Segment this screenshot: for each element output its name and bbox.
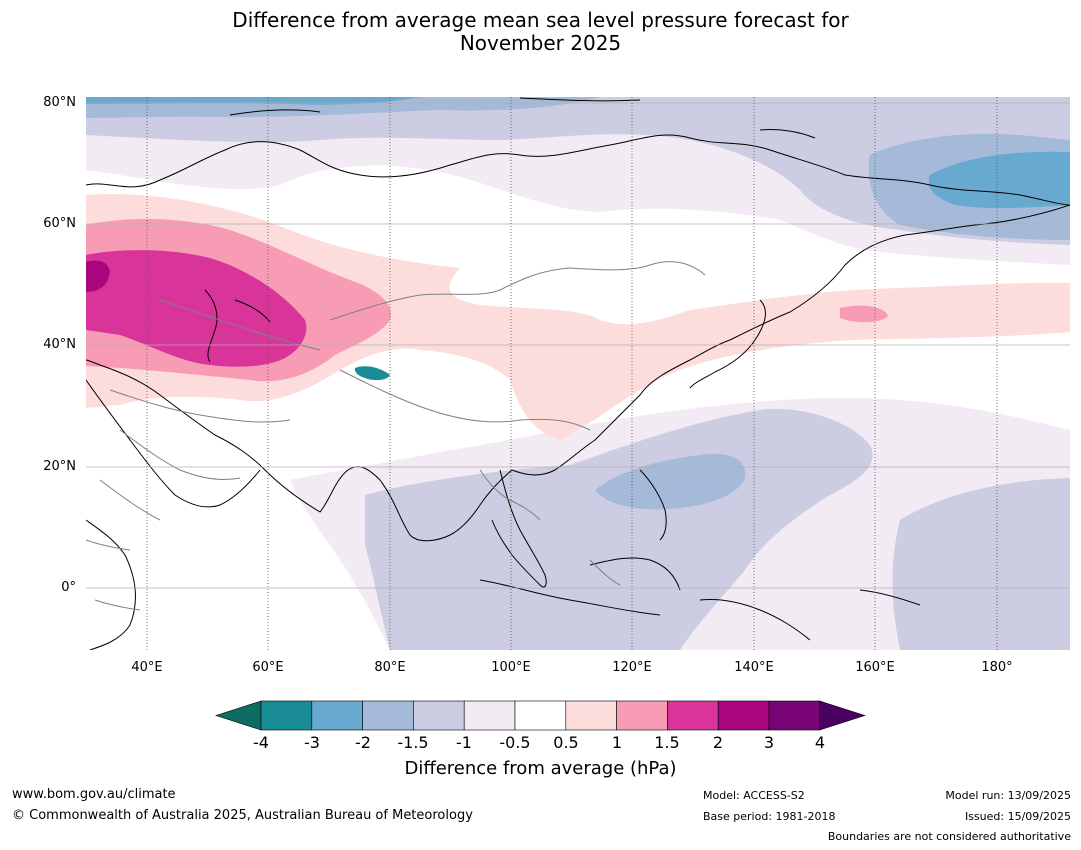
anomaly-tropical-minus-1-5 — [365, 409, 1070, 650]
footer-base-period: Base period: 1981-2018 — [703, 810, 836, 823]
lat-gridlines — [86, 102, 1070, 589]
colorbar-segment-8 — [667, 700, 719, 731]
coastline-maritime — [479, 469, 921, 641]
lat-label-0: 0° — [61, 580, 76, 595]
coastline-indochina — [491, 469, 547, 588]
footer-copyright: © Commonwealth of Australia 2025, Austra… — [12, 808, 473, 823]
coastline-south-asia — [86, 359, 513, 542]
lon-gridlines — [146, 97, 998, 650]
colorbar-segment-2 — [362, 700, 414, 731]
title-line-1: Difference from average mean sea level p… — [232, 8, 849, 32]
anomaly-asia-plus-1-5 — [86, 250, 307, 367]
footer-website[interactable]: www.bom.gov.au/climate — [12, 787, 176, 802]
border-china-south — [339, 369, 591, 431]
colorbar-under-arrow — [215, 700, 262, 731]
colorbar-label-minus-3: -3 — [304, 733, 320, 752]
footer-model-run: Model run: 13/09/2025 — [945, 789, 1071, 802]
border-china-north — [329, 261, 706, 321]
colorbar-over-arrow — [819, 700, 866, 731]
lon-label-80e: 80°E — [374, 660, 406, 675]
colorbar-segment-6 — [565, 700, 617, 731]
colorbar-segment-0 — [260, 700, 313, 731]
lat-label-40n: 40°N — [43, 337, 76, 352]
lon-label-60e: 60°E — [252, 660, 284, 675]
colorbar — [215, 700, 866, 731]
border-middle-east — [99, 429, 241, 521]
colorbar-label-minus-2: -2 — [355, 733, 371, 752]
lat-label-60n: 60°N — [43, 216, 76, 231]
chart-title: Difference from average mean sea level p… — [0, 9, 1081, 55]
colorbar-segment-10 — [768, 700, 821, 731]
border-se-asia — [479, 469, 621, 586]
border-africa — [86, 539, 141, 611]
coastlines — [86, 97, 1070, 650]
country-borders — [86, 261, 706, 611]
colorbar-segment-9 — [717, 700, 770, 731]
footer-model: Model: ACCESS-S2 — [703, 789, 805, 802]
lat-label-20n: 20°N — [43, 459, 76, 474]
footer-issued: Issued: 15/09/2025 — [964, 810, 1071, 823]
colorbar-label-2: 2 — [712, 733, 724, 752]
coastline-eurasia-north — [86, 134, 1070, 206]
colorbar-label-minus-4: -4 — [253, 733, 269, 752]
lon-label-140e: 140°E — [734, 660, 774, 675]
title-line-2: November 2025 — [459, 31, 622, 55]
anomaly-tropical-minus-2 — [595, 453, 746, 510]
colorbar-label-minus-1: -1 — [456, 733, 472, 752]
colorbar-title: Difference from average (hPa) — [404, 758, 677, 779]
coastline-arctic-islands — [229, 97, 816, 139]
coastline-east-asia — [511, 204, 1070, 476]
anomaly-asia-plus-2 — [86, 260, 110, 292]
lon-label-40e: 40°E — [131, 660, 163, 675]
colorbar-segment-7 — [616, 700, 668, 731]
colorbar-label-minus-1-5: -1.5 — [397, 733, 429, 752]
lon-label-160e: 160°E — [855, 660, 895, 675]
lon-label-180: 180° — [981, 660, 1013, 675]
lon-label-120e: 120°E — [612, 660, 652, 675]
colorbar-segment-4 — [463, 700, 516, 731]
anomaly-himalaya-spot — [354, 366, 390, 381]
colorbar-label-3: 3 — [763, 733, 775, 752]
map-area — [86, 97, 1070, 650]
anomaly-asia-plus-0-5 — [86, 194, 1070, 440]
colorbar-segment-5 — [514, 700, 567, 731]
colorbar-label-0-5: 0.5 — [553, 733, 579, 752]
coastline-japan — [689, 299, 766, 389]
colorbar-label-4: 4 — [814, 733, 826, 752]
colorbar-label-minus-0-5: -0.5 — [499, 733, 531, 752]
lat-label-80n: 80°N — [43, 95, 76, 110]
anomaly-arctic-minus-1 — [86, 97, 1070, 245]
colorbar-label-1-5: 1.5 — [654, 733, 680, 752]
colorbar-label-1: 1 — [611, 733, 623, 752]
footer-disclaimer: Boundaries are not considered authoritat… — [827, 830, 1071, 843]
anomaly-arctic-minus-3 — [86, 97, 1070, 209]
colorbar-segment-3 — [413, 700, 465, 731]
lon-label-100e: 100°E — [491, 660, 531, 675]
colorbar-segment-1 — [311, 700, 363, 731]
negative-anomaly-fields — [86, 97, 1070, 650]
